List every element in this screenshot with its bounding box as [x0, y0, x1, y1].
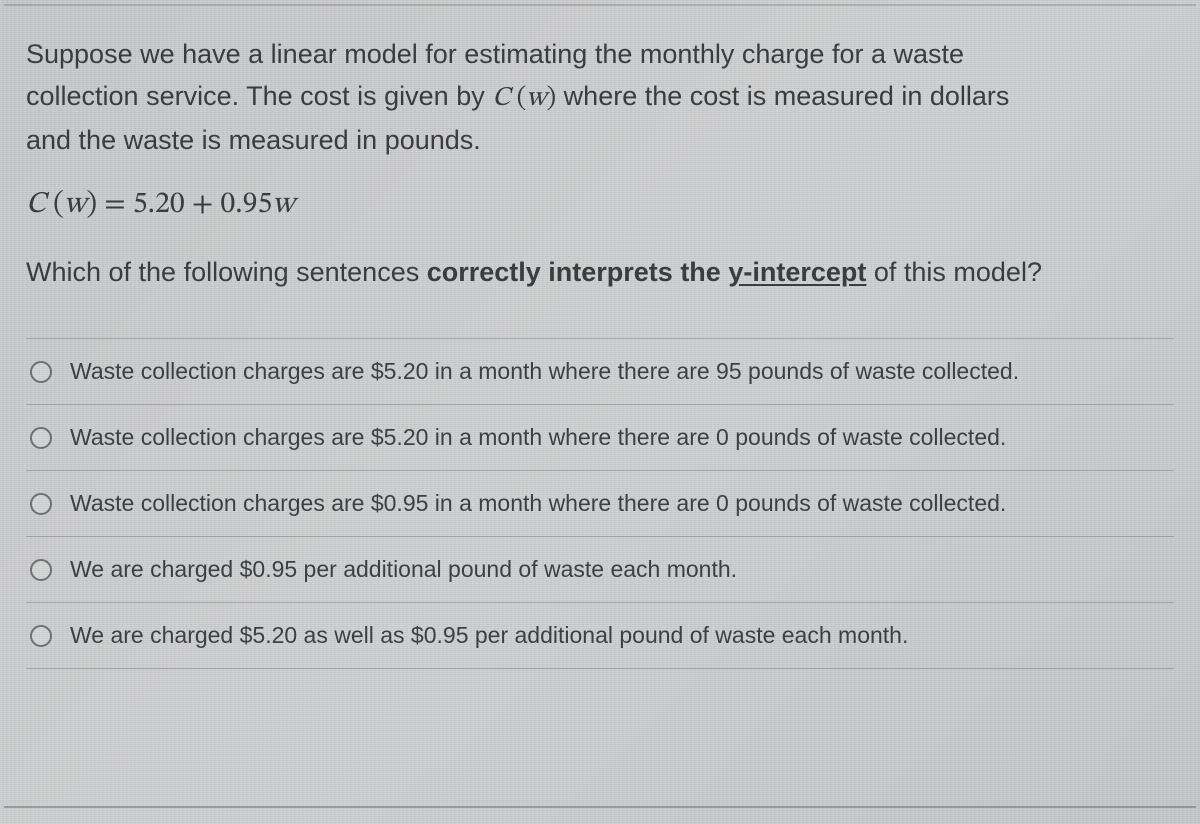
option-4[interactable]: We are charged $0.95 per additional poun… [26, 536, 1174, 602]
option-label: We are charged $5.20 as well as $0.95 pe… [70, 622, 908, 649]
prompt-pre: Which of the following sentences [26, 257, 427, 287]
question-card: Suppose we have a linear model for estim… [4, 4, 1196, 709]
equation: C (w) = 5.20 + 0.95w [26, 186, 1174, 224]
radio-icon[interactable] [30, 427, 52, 449]
option-2[interactable]: Waste collection charges are $5.20 in a … [26, 404, 1174, 470]
eq-C: C [26, 190, 46, 220]
stem-line-1: Suppose we have a linear model for estim… [26, 39, 964, 69]
option-label: Waste collection charges are $5.20 in a … [70, 424, 1006, 451]
eq-w: w [64, 190, 86, 220]
prompt-post: of this model? [866, 257, 1042, 287]
eq-var: w [272, 190, 294, 220]
fn-close: ) [547, 85, 557, 112]
radio-icon[interactable] [30, 559, 52, 581]
prompt-bold: correctly interprets the [427, 257, 729, 287]
prompt-underlined: y-intercept [728, 257, 866, 287]
eq-a: 5.20 [133, 190, 185, 220]
option-label: Waste collection charges are $5.20 in a … [70, 358, 1019, 385]
option-5[interactable]: We are charged $5.20 as well as $0.95 pe… [26, 602, 1174, 669]
eq-plus: + [185, 190, 221, 220]
option-label: Waste collection charges are $0.95 in a … [70, 490, 1006, 517]
radio-icon[interactable] [30, 361, 52, 383]
stem-line-2b: where the cost is measured in dollars [556, 81, 1009, 111]
fn-letter: C [492, 85, 510, 112]
option-3[interactable]: Waste collection charges are $0.95 in a … [26, 470, 1174, 536]
eq-open: ( [46, 190, 64, 220]
options-list: Waste collection charges are $5.20 in a … [26, 338, 1174, 669]
radio-icon[interactable] [30, 625, 52, 647]
fn-arg: w [526, 85, 546, 112]
eq-b: 0.95 [220, 190, 272, 220]
radio-icon[interactable] [30, 493, 52, 515]
bottom-divider [4, 806, 1196, 808]
eq-equals: = [104, 190, 133, 220]
stem-line-3: and the waste is measured in pounds. [26, 125, 481, 155]
eq-close: ) [86, 190, 104, 220]
option-1[interactable]: Waste collection charges are $5.20 in a … [26, 338, 1174, 404]
fn-open: ( [510, 85, 526, 112]
stem-line-2a: collection service. The cost is given by [26, 81, 492, 111]
question-stem: Suppose we have a linear model for estim… [26, 34, 1174, 162]
question-prompt: Which of the following sentences correct… [26, 252, 1174, 293]
option-label: We are charged $0.95 per additional poun… [70, 556, 737, 583]
